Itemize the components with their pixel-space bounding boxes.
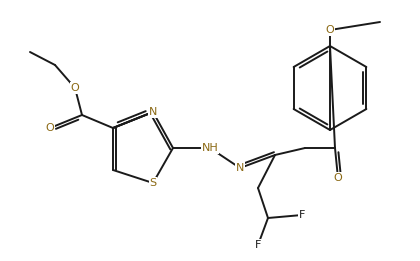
Text: NH: NH <box>202 143 218 153</box>
Text: F: F <box>299 210 305 220</box>
Text: O: O <box>46 123 54 133</box>
Text: N: N <box>236 163 244 173</box>
Text: N: N <box>149 107 157 117</box>
Text: O: O <box>333 173 342 183</box>
Text: O: O <box>71 83 79 93</box>
Text: S: S <box>150 178 157 188</box>
Text: F: F <box>255 240 261 250</box>
Text: O: O <box>326 25 334 35</box>
